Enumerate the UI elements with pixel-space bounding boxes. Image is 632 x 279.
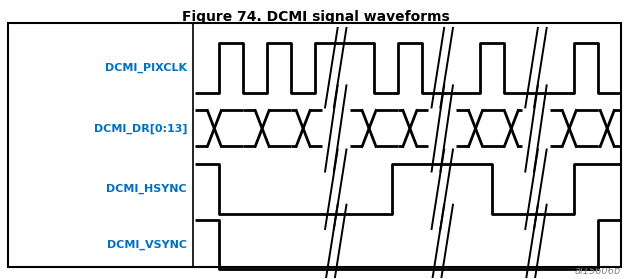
Text: DCMI_DR[0:13]: DCMI_DR[0:13] [94, 123, 187, 134]
Text: ai15606b: ai15606b [575, 266, 621, 276]
Text: DCMI_VSYNC: DCMI_VSYNC [107, 239, 187, 250]
Text: Figure 74. DCMI signal waveforms: Figure 74. DCMI signal waveforms [182, 10, 450, 24]
Bar [8, 23, 621, 266]
Text: DCMI_HSYNC: DCMI_HSYNC [106, 184, 187, 194]
Text: DCMI_PIXCLK: DCMI_PIXCLK [105, 62, 187, 73]
